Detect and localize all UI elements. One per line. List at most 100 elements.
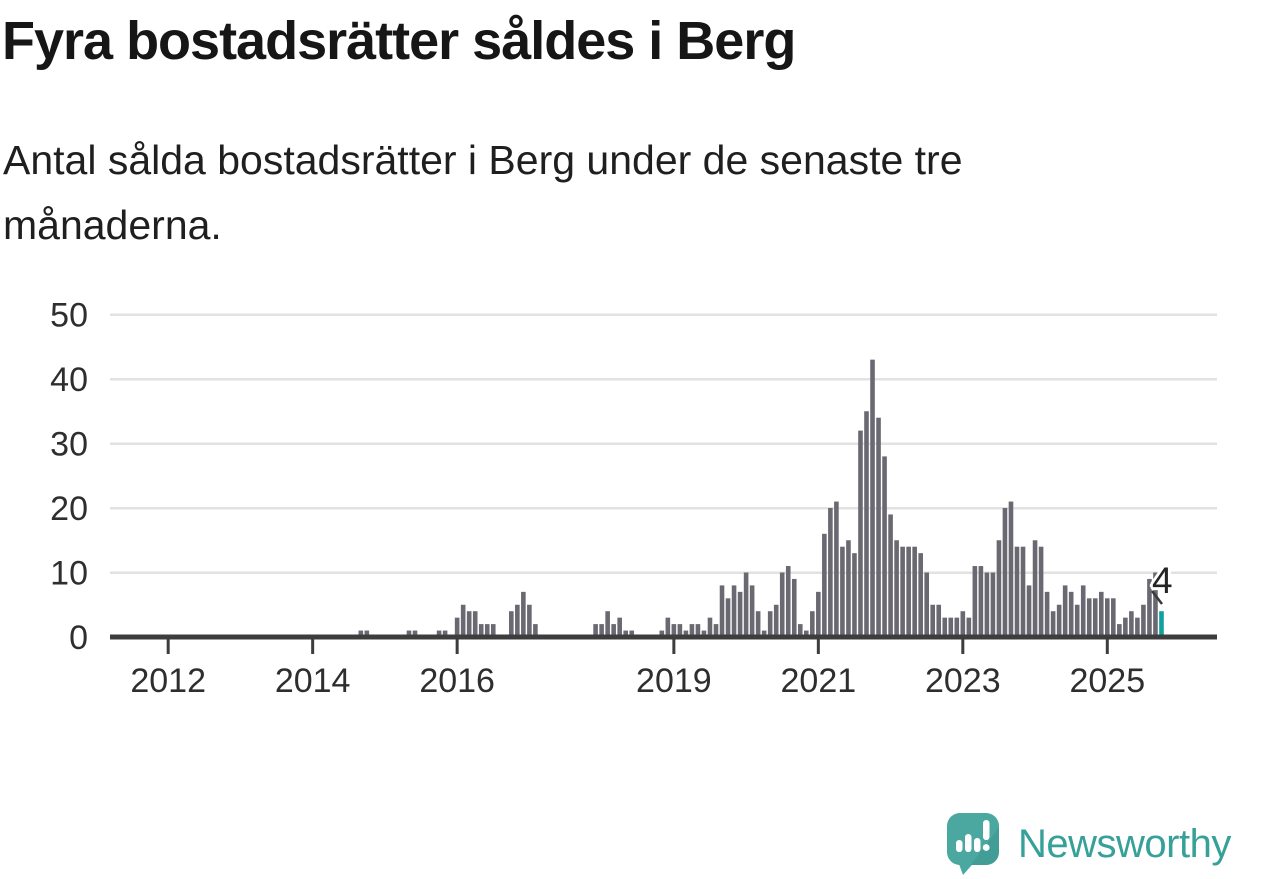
- bar: [1092, 598, 1098, 637]
- logo-bar-chart-glyph: [956, 820, 990, 852]
- y-tick-label: 50: [50, 297, 88, 335]
- bar: [466, 611, 472, 637]
- bar: [1135, 617, 1140, 637]
- bar: [1086, 598, 1092, 637]
- bar: [1147, 578, 1152, 637]
- x-tick-label: 2012: [130, 662, 206, 700]
- bar: [1111, 598, 1116, 637]
- bar: [840, 546, 845, 637]
- bar: [755, 611, 761, 637]
- bar: [527, 604, 532, 637]
- bar: [1105, 598, 1110, 637]
- annotation-leader-line: [1151, 590, 1163, 605]
- y-tick-label: 40: [50, 361, 88, 399]
- bar: [436, 630, 442, 637]
- bar: [948, 617, 954, 637]
- bar: [1008, 501, 1014, 637]
- newsworthy-logo: Newsworthy: [946, 812, 1231, 876]
- chart-subtitle: Antal sålda bostadsrätter i Berg under d…: [3, 128, 1203, 258]
- bar: [749, 585, 755, 637]
- bar: [719, 585, 725, 637]
- bar: [515, 604, 520, 637]
- bar: [743, 572, 749, 637]
- bar: [1074, 604, 1080, 637]
- bar: [834, 501, 839, 637]
- bar: [1068, 591, 1074, 637]
- bar: [1080, 585, 1086, 637]
- bar: [930, 604, 936, 637]
- bar: [978, 566, 984, 637]
- bar: [725, 598, 731, 637]
- x-axis: [110, 634, 1217, 654]
- bar: [852, 553, 857, 637]
- bar: [364, 630, 370, 637]
- highlighted-bar: [1159, 611, 1164, 637]
- bar: [484, 624, 490, 637]
- gridlines: [110, 313, 1217, 574]
- bar: [828, 508, 833, 637]
- bar: [1129, 611, 1134, 637]
- bar: [912, 546, 917, 637]
- bar: [1117, 624, 1122, 637]
- bar: [406, 630, 412, 637]
- bar: [846, 540, 851, 637]
- bar: [611, 624, 616, 637]
- bar: [442, 630, 448, 637]
- bar: [599, 624, 604, 637]
- bar: [942, 617, 948, 637]
- bar: [918, 553, 923, 637]
- x-tick-label: 2025: [1069, 662, 1145, 700]
- bar: [822, 533, 827, 637]
- bar: [1056, 604, 1062, 637]
- bar: [713, 624, 719, 637]
- bar: [791, 578, 797, 637]
- bar: [888, 514, 893, 637]
- bar: [677, 624, 683, 637]
- bar: [683, 630, 689, 637]
- bar: [460, 604, 466, 637]
- bar: [472, 611, 478, 637]
- bar: [454, 617, 460, 637]
- bar: [659, 630, 665, 637]
- bar: [707, 617, 713, 637]
- bar: [1026, 585, 1032, 637]
- bar: [605, 611, 610, 637]
- bar: [358, 630, 364, 637]
- x-tick-label: 2019: [636, 662, 712, 700]
- x-tick-label: 2021: [781, 662, 857, 700]
- highlight-value-label: 4: [1152, 560, 1173, 601]
- bar: [785, 566, 791, 637]
- page-title: Fyra bostadsrätter såldes i Berg: [2, 11, 796, 71]
- bar: [966, 617, 972, 637]
- bar: [509, 611, 514, 637]
- bar: [816, 591, 821, 637]
- bar: [984, 572, 990, 637]
- bar: [960, 611, 966, 637]
- bar: [864, 411, 869, 637]
- subtitle-line-2: månaderna.: [3, 201, 222, 248]
- bar: [629, 630, 635, 637]
- bar: [894, 540, 899, 637]
- bar: [936, 604, 942, 637]
- y-tick-label: 0: [69, 619, 88, 657]
- bar: [490, 624, 496, 637]
- bar: [689, 624, 695, 637]
- bar: [954, 617, 960, 637]
- bar: [1044, 591, 1050, 637]
- newsworthy-logo-text: Newsworthy: [1018, 821, 1231, 866]
- y-tick-label: 30: [50, 426, 88, 464]
- bar: [804, 630, 809, 637]
- bar: [412, 630, 418, 637]
- bar: [773, 604, 779, 637]
- y-tick-labels: 0 10 20 30 40 50: [50, 297, 88, 658]
- bar: [990, 572, 996, 637]
- bar: [900, 546, 905, 637]
- y-tick-label: 10: [50, 555, 88, 593]
- bar: [924, 572, 929, 637]
- bar: [1020, 546, 1026, 637]
- bar: [882, 456, 887, 637]
- bar: [1098, 591, 1104, 637]
- x-tick-label: 2014: [275, 662, 351, 700]
- bar: [1141, 604, 1146, 637]
